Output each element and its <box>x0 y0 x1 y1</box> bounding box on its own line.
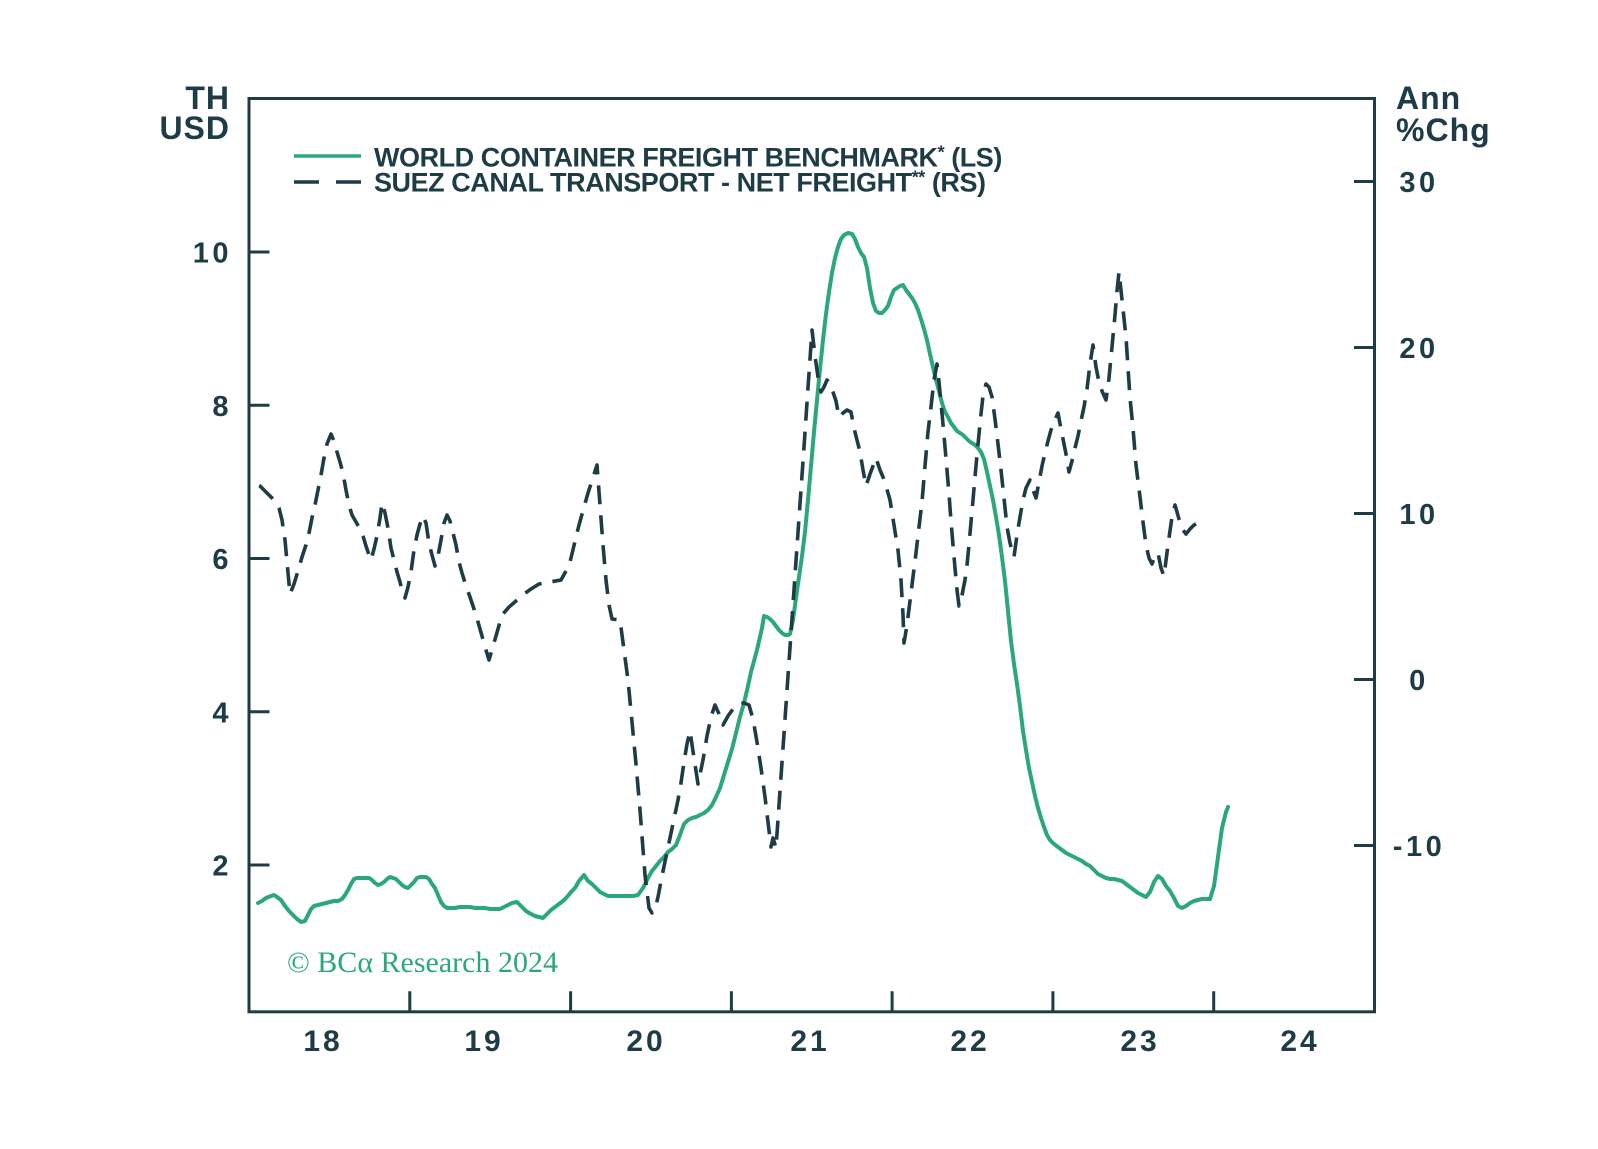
svg-text:19: 19 <box>464 1025 503 1058</box>
svg-text:0: 0 <box>1409 665 1429 697</box>
svg-text:2: 2 <box>212 851 232 883</box>
svg-text:SUEZ CANAL TRANSPORT - NET FRE: SUEZ CANAL TRANSPORT - NET FREIGHT** (RS… <box>374 168 986 198</box>
svg-text:23: 23 <box>1120 1025 1159 1058</box>
svg-text:21: 21 <box>790 1025 829 1058</box>
svg-text:USD: USD <box>159 110 230 146</box>
svg-text:20: 20 <box>1399 333 1438 365</box>
svg-text:6: 6 <box>212 544 232 576</box>
svg-text:30: 30 <box>1399 167 1438 199</box>
svg-text:-10: -10 <box>1393 831 1445 863</box>
svg-text:© BCα Research 2024: © BCα Research 2024 <box>287 946 558 979</box>
svg-text:20: 20 <box>626 1025 665 1058</box>
svg-text:10: 10 <box>193 238 232 270</box>
svg-text:%Chg: %Chg <box>1396 112 1491 148</box>
svg-text:WORLD CONTAINER FREIGHT BENCHM: WORLD CONTAINER FREIGHT BENCHMARK* (LS) <box>374 143 1002 173</box>
svg-text:4: 4 <box>212 697 232 729</box>
svg-text:18: 18 <box>303 1025 342 1058</box>
svg-text:10: 10 <box>1399 499 1438 531</box>
svg-text:TH: TH <box>185 80 230 116</box>
svg-text:Ann: Ann <box>1396 80 1461 116</box>
svg-text:22: 22 <box>950 1025 989 1058</box>
svg-text:24: 24 <box>1280 1025 1319 1058</box>
svg-text:8: 8 <box>212 391 232 423</box>
